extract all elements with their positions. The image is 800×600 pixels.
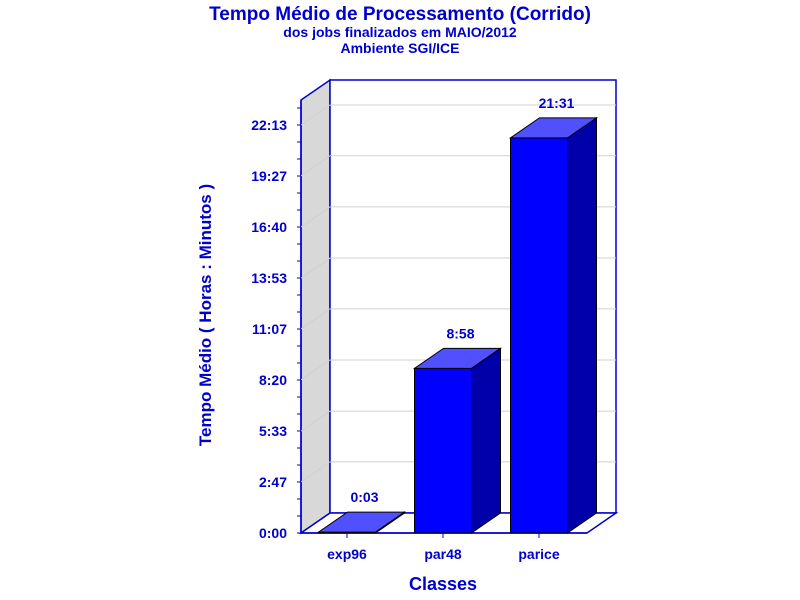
gridline-side xyxy=(300,257,331,279)
bars: 0:03 8:58 21:31 xyxy=(316,95,599,534)
gridline-side xyxy=(300,155,331,177)
bar-side xyxy=(471,347,501,534)
gridline-side xyxy=(300,308,331,330)
bar-parice xyxy=(508,116,599,534)
x-tick-label: par48 xyxy=(424,546,462,562)
y-axis-ticks: 0:00 2:47 5:33 8:20 11:07 13:53 16:40 19:27 22:1… xyxy=(251,107,301,541)
y-tick-label: 13:53 xyxy=(251,270,287,286)
y-tick-label: 16:40 xyxy=(251,219,287,235)
y-tick-label: 2:47 xyxy=(259,474,287,490)
data-label: 21:31 xyxy=(539,95,575,111)
y-tick-label: 22:13 xyxy=(251,117,287,133)
data-label: 0:03 xyxy=(350,489,378,505)
gridline-side xyxy=(300,104,331,126)
gridline-side xyxy=(300,206,331,228)
gridline-side xyxy=(300,461,331,483)
bar-front xyxy=(414,367,472,534)
bar-side xyxy=(567,116,597,534)
y-tick-label: 11:07 xyxy=(252,321,287,337)
y-tick-label: 0:00 xyxy=(259,525,287,541)
gridline-side xyxy=(300,410,331,432)
bar-top xyxy=(412,347,503,369)
x-axis-ticks: exp96 par48 parice xyxy=(327,533,560,562)
bar-front xyxy=(510,137,568,534)
bar-par48 xyxy=(412,347,503,534)
gridline-side xyxy=(300,359,331,381)
y-tick-label: 8:20 xyxy=(259,372,287,388)
chart-subtitle-2: Ambiente SGI/ICE xyxy=(340,40,459,56)
y-axis-label: Tempo Médio ( Horas : Minutos ) xyxy=(196,184,215,446)
y-tick-label: 19:27 xyxy=(251,168,287,184)
chart-title: Tempo Médio de Processamento (Corrido) xyxy=(209,4,591,25)
chart-subtitle-1: dos jobs finalizados em MAIO/2012 xyxy=(283,24,517,40)
bar-top xyxy=(316,511,407,533)
y-tick-label: 5:33 xyxy=(259,423,287,439)
x-tick-label: exp96 xyxy=(327,546,367,562)
bar-exp96 xyxy=(316,511,407,534)
bar-top xyxy=(508,117,599,139)
x-axis-label: Classes xyxy=(409,574,477,594)
data-label: 8:58 xyxy=(446,325,474,341)
x-tick-label: parice xyxy=(518,546,559,562)
